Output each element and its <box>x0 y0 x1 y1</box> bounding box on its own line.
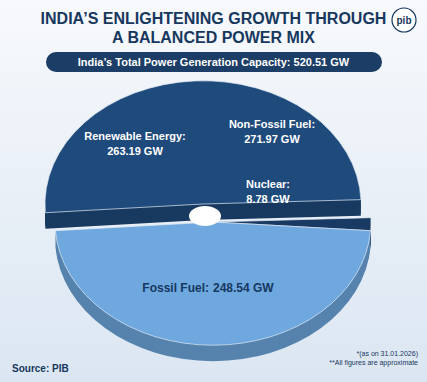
subtitle-banner <box>46 52 382 72</box>
footnote: **All figures are approximate <box>329 359 418 367</box>
pie-slice <box>45 81 361 213</box>
logo-badge <box>392 8 416 32</box>
slice-label: Renewable Energy: 263.19 GW <box>84 130 185 157</box>
slice-category: Nuclear: <box>246 178 290 190</box>
slice-label: Nuclear: 8.78 GW <box>246 178 290 205</box>
pie-slice <box>55 222 370 345</box>
footnote: *(as on 31.01.2026) <box>357 350 419 358</box>
title-line: INDIA’S ENLIGHTENING GROWTH THROUGH <box>41 10 387 27</box>
slice-category: Fossil Fuel: <box>142 281 209 295</box>
slice-value: 8.78 GW <box>246 193 290 205</box>
annotation: Non-Fossil Fuel: 271.97 GW <box>229 118 315 145</box>
logo: pib <box>397 15 412 26</box>
chart-svg: INDIA’S ENLIGHTENING GROWTH THROUGH A BAL… <box>0 0 427 382</box>
chart-container: INDIA’S ENLIGHTENING GROWTH THROUGH A BAL… <box>0 0 427 382</box>
source: Source: PIB <box>12 363 69 374</box>
background <box>0 0 427 382</box>
slice-value: 263.19 GW <box>107 145 163 157</box>
subtitle: India’s Total Power Generation Capacity:… <box>78 56 350 68</box>
slice-category: Renewable Energy: <box>84 130 185 142</box>
slice-label: Fossil Fuel: 248.54 GW <box>142 281 274 295</box>
title: INDIA’S ENLIGHTENING GROWTH THROUGH A BAL… <box>41 10 387 46</box>
annotation-line: Non-Fossil Fuel: <box>229 118 315 130</box>
annotation-line: 271.97 GW <box>244 133 300 145</box>
pie-center <box>189 206 221 226</box>
slice-value: 248.54 GW <box>213 281 274 295</box>
title-line: A BALANCED POWER MIX <box>112 29 315 46</box>
pie <box>45 81 371 361</box>
